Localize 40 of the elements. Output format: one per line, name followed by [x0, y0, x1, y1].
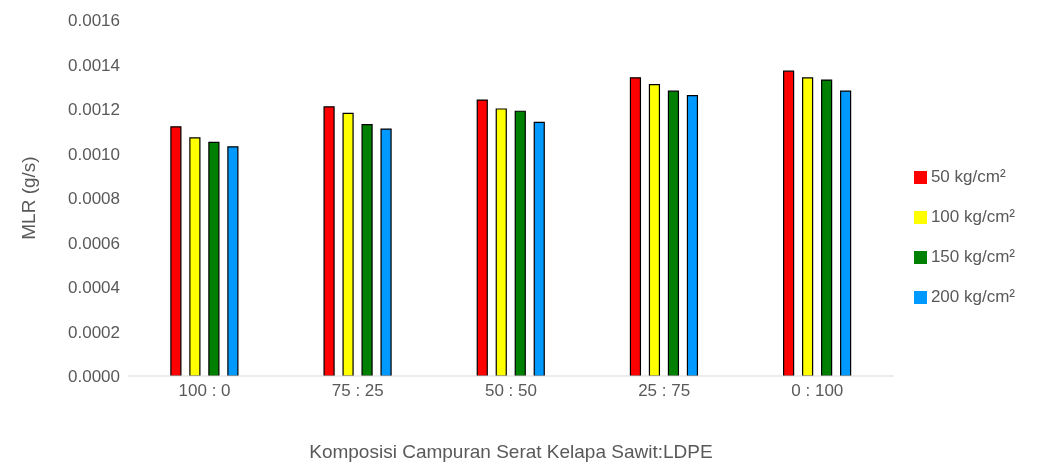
bar [514, 110, 526, 376]
bar [227, 146, 239, 376]
bar [189, 137, 201, 376]
y-tick-label: 0.0004 [68, 278, 120, 298]
legend-label: 200 kg/cm² [930, 287, 1015, 306]
y-tick-label: 0.0006 [68, 233, 120, 253]
bar [783, 70, 795, 376]
y-tick-label: 0.0016 [68, 11, 120, 31]
bar [686, 95, 699, 376]
y-tick-label: 0.0010 [68, 144, 120, 164]
bar [495, 108, 507, 376]
legend-label: 150 kg/cm² [930, 247, 1015, 266]
bar [629, 77, 642, 376]
y-tick-label: 0.0000 [68, 367, 120, 387]
y-axis-title: MLR (g/s) [17, 156, 39, 240]
x-tick-label: 25 : 75 [638, 381, 691, 401]
bar [802, 77, 814, 376]
x-tick-label: 75 : 25 [331, 381, 384, 401]
x-tick-label: 100 : 0 [178, 381, 231, 401]
bar [648, 83, 661, 376]
bar [667, 90, 680, 376]
x-axis-title: Komposisi Campuran Serat Kelapa Sawit:LDPE [309, 441, 713, 462]
y-tick-label: 0.0008 [68, 189, 120, 209]
x-tick-label: 0 : 100 [791, 381, 844, 401]
y-tick-label: 0.0002 [68, 322, 120, 342]
bar [821, 79, 833, 376]
bar [170, 126, 182, 376]
bar [533, 121, 545, 376]
bar [380, 128, 392, 376]
x-tick-label: 50 : 50 [484, 381, 537, 401]
legend-label: 50 kg/cm² [930, 167, 1006, 186]
bar [208, 141, 220, 376]
bar [840, 90, 852, 376]
legend-label: 100 kg/cm² [930, 207, 1015, 226]
y-tick-label: 0.0012 [68, 100, 120, 120]
bar [323, 106, 335, 376]
bar [476, 99, 488, 376]
bar [361, 123, 373, 376]
y-tick-label: 0.0014 [68, 55, 120, 75]
bar [342, 112, 354, 376]
